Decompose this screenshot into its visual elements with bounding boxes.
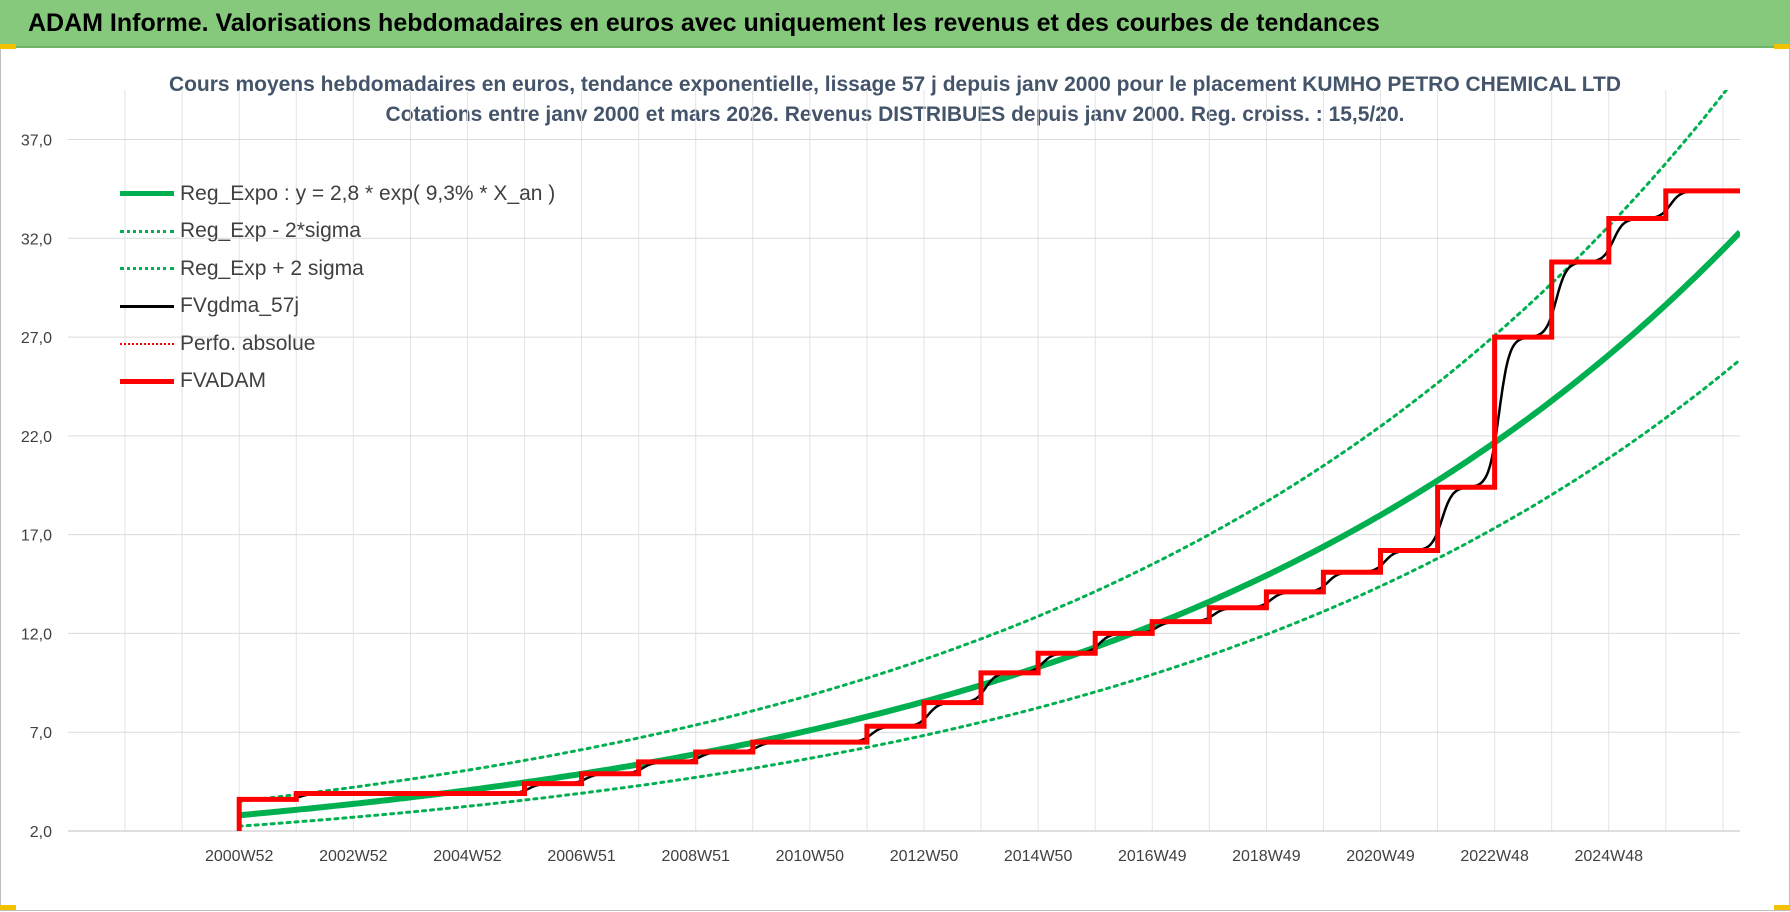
report-title: ADAM Informe. Valorisations hebdomadaire… [28,9,1380,37]
legend-swatch [120,378,174,384]
chart-title-line-1: Cours moyens hebdomadaires en euros, ten… [168,73,1622,96]
reg-plus-2sigma-line [237,90,1729,803]
y-tick-label: 27,0 [21,330,52,347]
reg-minus-2sigma-line [237,358,1740,828]
legend-item-perfo: Perfo. absolue [120,325,555,363]
y-tick-label: 17,0 [21,528,52,545]
legend-label: Perfo. absolue [180,331,316,355]
legend-swatch [120,342,174,345]
x-tick-label: 2000W52 [205,848,274,865]
corner-marker [1774,905,1790,910]
legend-label: Reg_Exp + 2 sigma [180,256,364,280]
corner-marker [0,905,16,910]
x-tick-label: 2016W49 [1118,848,1187,865]
legend-item-reg-expo: Reg_Expo : y = 2,8 * exp( 9,3% * X_an ) [120,175,555,213]
x-tick-label: 2018W49 [1232,848,1301,865]
y-tick-label: 37,0 [21,133,52,150]
chart-legend: Reg_Expo : y = 2,8 * exp( 9,3% * X_an ) … [120,175,555,400]
y-tick-label: 12,0 [21,626,52,643]
legend-item-reg-plus: Reg_Exp + 2 sigma [120,250,555,288]
legend-swatch [120,229,174,233]
legend-item-fvadam: FVADAM [120,363,555,401]
legend-swatch [120,304,174,308]
y-tick-label: 22,0 [21,429,52,446]
x-tick-label: 2012W50 [890,848,959,865]
header-banner: ADAM Informe. Valorisations hebdomadaire… [0,0,1790,48]
chart-title: Cours moyens hebdomadaires en euros, ten… [0,70,1790,130]
legend-item-fvgdma: FVgdma_57j [120,288,555,326]
x-tick-label: 2022W48 [1460,848,1529,865]
x-tick-label: 2008W51 [661,848,730,865]
y-tick-label: 7,0 [30,725,52,742]
x-tick-label: 2024W48 [1575,848,1644,865]
y-tick-label: 32,0 [21,231,52,248]
corner-marker [0,44,16,49]
x-tick-label: 2010W50 [776,848,845,865]
legend-swatch [120,191,174,197]
y-tick-label: 2,0 [30,824,52,841]
fvadam-line [236,188,1740,831]
legend-label: FVADAM [180,369,266,393]
x-tick-label: 2004W52 [433,848,502,865]
x-tick-label: 2014W50 [1004,848,1073,865]
legend-label: Reg_Exp - 2*sigma [180,219,361,243]
chart-title-line-2: Cotations entre janv 2000 et mars 2026. … [385,103,1405,126]
corner-marker [1774,44,1790,49]
x-tick-label: 2020W49 [1346,848,1415,865]
legend-item-reg-minus: Reg_Exp - 2*sigma [120,213,555,251]
x-tick-label: 2002W52 [319,848,388,865]
x-tick-label: 2006W51 [547,848,616,865]
legend-swatch [120,267,174,271]
legend-label: Reg_Expo : y = 2,8 * exp( 9,3% * X_an ) [180,181,556,205]
legend-label: FVgdma_57j [180,294,300,318]
